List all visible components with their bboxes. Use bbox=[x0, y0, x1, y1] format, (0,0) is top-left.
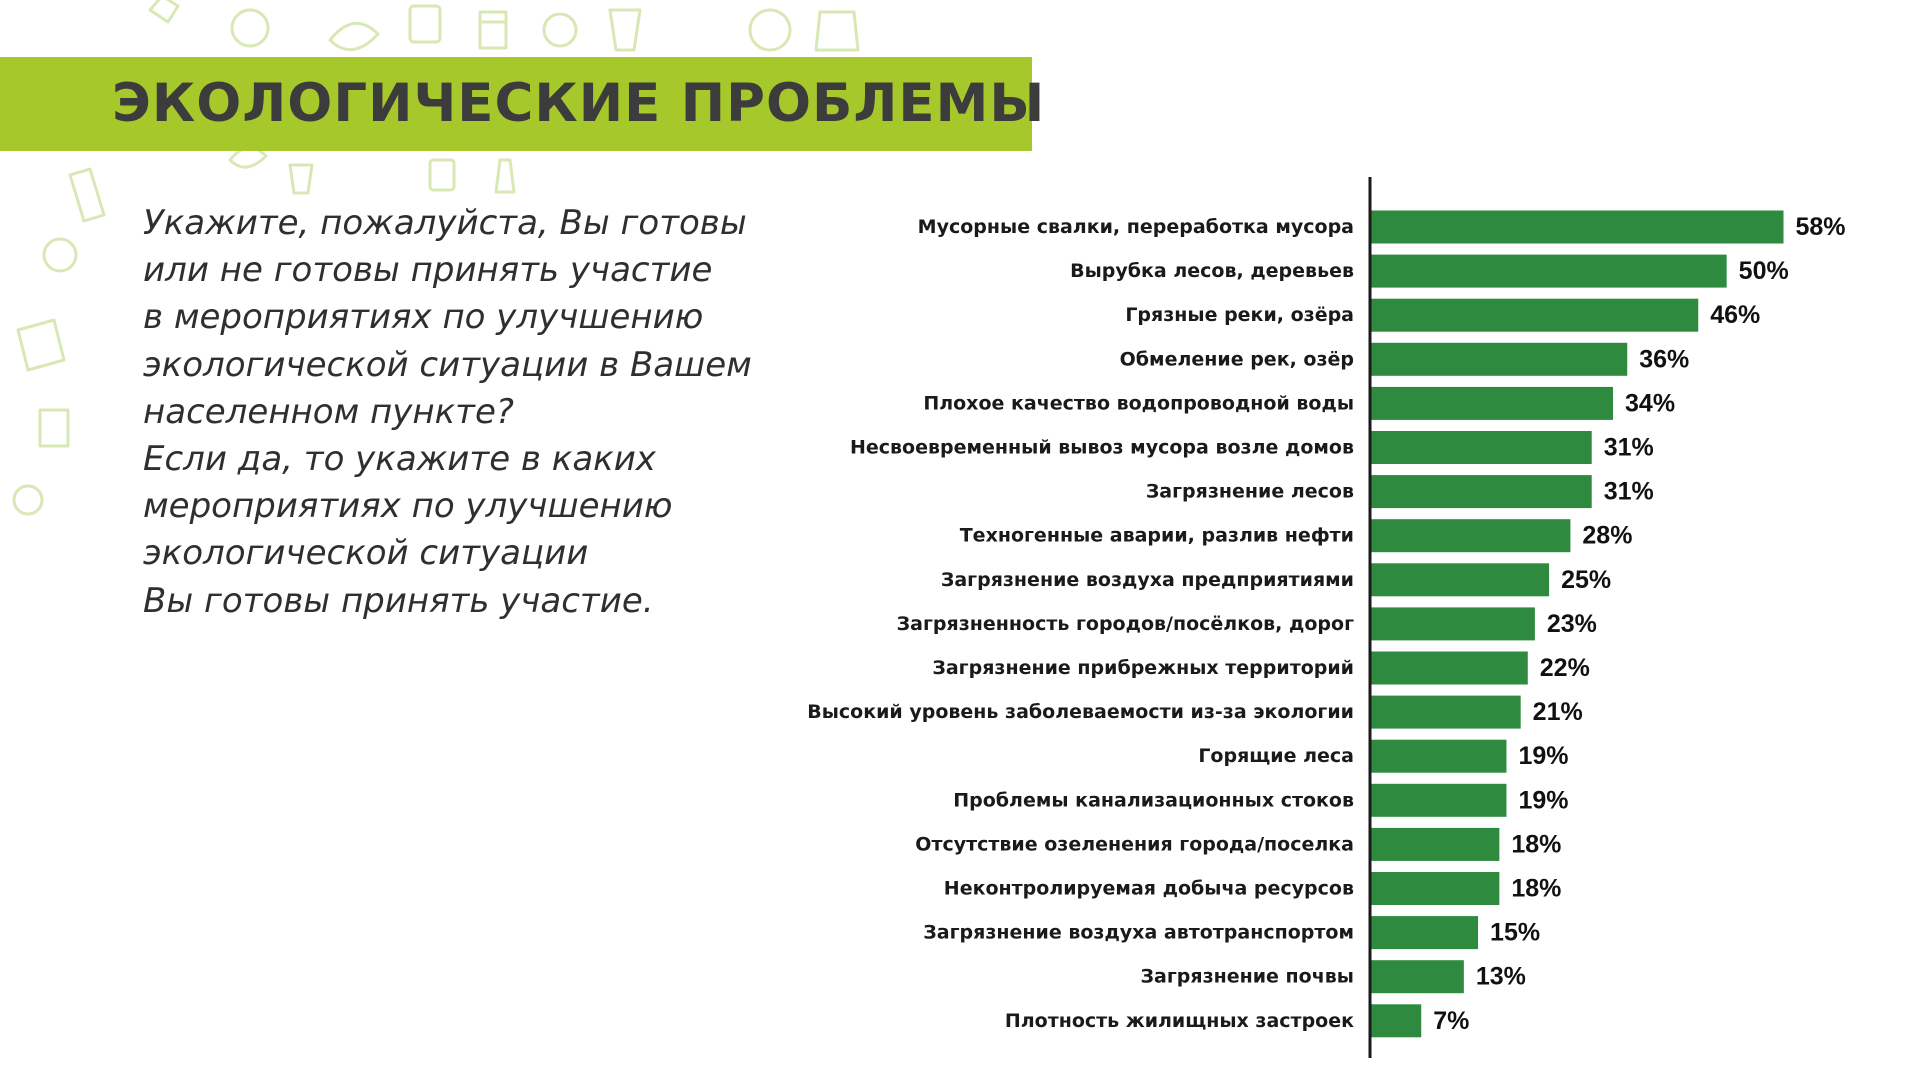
category-label: Обмеление рек, озёр bbox=[1120, 348, 1354, 370]
bar bbox=[1371, 386, 1614, 420]
bar bbox=[1371, 1004, 1422, 1038]
category-label: Плохое качество водопроводной воды bbox=[923, 392, 1354, 414]
bar bbox=[1371, 872, 1500, 905]
recycle-doodle-icon bbox=[542, 12, 578, 48]
bar bbox=[1371, 431, 1592, 464]
value-label: 46% bbox=[1710, 301, 1760, 329]
bar bbox=[1371, 695, 1521, 729]
eco-doodle-background bbox=[12, 0, 860, 516]
bar bbox=[1371, 519, 1571, 553]
apple-doodle-icon-2 bbox=[12, 484, 44, 516]
question-line: Вы готовы принять участие. bbox=[143, 580, 654, 621]
value-label: 23% bbox=[1547, 610, 1597, 638]
cup-doodle-icon bbox=[608, 8, 642, 52]
bottle-doodle-icon bbox=[148, 0, 180, 24]
box-doodle-icon bbox=[408, 4, 442, 44]
category-label: Техногенные аварии, разлив нефти bbox=[960, 525, 1354, 547]
value-label: 36% bbox=[1639, 345, 1689, 373]
bar bbox=[1371, 783, 1507, 817]
category-label: Отсутствие озеленения города/поселка bbox=[915, 833, 1354, 855]
bottle-doodle-icon-3 bbox=[494, 158, 516, 194]
globe-doodle-icon bbox=[230, 8, 270, 48]
value-label: 34% bbox=[1625, 389, 1675, 417]
jar-doodle-icon bbox=[38, 408, 70, 448]
value-label: 19% bbox=[1518, 742, 1568, 770]
category-label: Грязные реки, озёра bbox=[1125, 304, 1354, 326]
bottle-doodle-icon-2 bbox=[68, 167, 106, 223]
question-line: Укажите, пожалуйста, Вы готовы bbox=[143, 203, 747, 243]
question-line: мероприятиях по улучшению bbox=[143, 486, 673, 527]
value-label: 13% bbox=[1476, 963, 1526, 991]
category-label: Загрязненность городов/посёлков, дорог bbox=[897, 613, 1354, 635]
value-label: 21% bbox=[1533, 698, 1583, 726]
bar bbox=[1371, 298, 1699, 332]
category-label: Плотность жилищных застроек bbox=[1005, 1010, 1354, 1032]
value-label: 31% bbox=[1604, 478, 1654, 506]
box-doodle-icon-2 bbox=[16, 318, 66, 372]
category-label: Вырубка лесов, деревьев bbox=[1070, 260, 1354, 282]
category-label: Несвоевременный вывоз мусора возле домов bbox=[850, 437, 1354, 459]
value-label: 58% bbox=[1796, 213, 1846, 241]
value-label: 15% bbox=[1490, 919, 1540, 947]
bag-doodle-icon bbox=[814, 10, 860, 52]
bar bbox=[1371, 739, 1507, 773]
question-line: экологической ситуации bbox=[143, 533, 589, 574]
value-label: 25% bbox=[1561, 566, 1611, 594]
bar bbox=[1371, 475, 1592, 509]
category-label: Загрязнение воздуха предприятиями bbox=[941, 569, 1354, 591]
category-label: Загрязнение лесов bbox=[1146, 481, 1354, 503]
bar bbox=[1371, 254, 1727, 288]
bar bbox=[1371, 651, 1528, 685]
bar bbox=[1371, 342, 1628, 376]
cup-doodle-icon-2 bbox=[288, 163, 314, 195]
value-label: 18% bbox=[1511, 875, 1561, 903]
question-line: экологической ситуации в Вашем bbox=[143, 344, 752, 385]
category-label: Загрязнение почвы bbox=[1141, 966, 1354, 988]
bar bbox=[1371, 827, 1500, 861]
page-title: ЭКОЛОГИЧЕСКИЕ ПРОБЛЕМЫ bbox=[112, 73, 1046, 134]
category-label: Горящие леса bbox=[1198, 745, 1354, 767]
can-doodle-icon bbox=[478, 10, 508, 50]
title-banner: ЭКОЛОГИЧЕСКИЕ ПРОБЛЕМЫ bbox=[0, 57, 1044, 151]
category-label: Проблемы канализационных стоков bbox=[953, 789, 1354, 811]
value-label: 19% bbox=[1518, 786, 1568, 814]
category-label: Загрязнение воздуха автотранспортом bbox=[923, 922, 1354, 944]
value-label: 22% bbox=[1540, 654, 1590, 682]
question-line: Если да, то укажите в каких bbox=[143, 439, 656, 480]
value-label: 31% bbox=[1604, 434, 1654, 462]
survey-question: Укажите, пожалуйста, Вы готовы или не гот… bbox=[143, 200, 843, 625]
category-label: Высокий уровень заболеваемости из-за эко… bbox=[807, 701, 1354, 723]
question-line: в мероприятиях по улучшению bbox=[143, 297, 704, 338]
bar bbox=[1371, 563, 1550, 597]
question-line: населенном пункте? bbox=[143, 391, 514, 432]
category-label: Загрязнение прибрежных территорий bbox=[932, 657, 1354, 679]
box-doodle-icon-3 bbox=[428, 158, 456, 192]
value-label: 28% bbox=[1582, 522, 1632, 550]
value-label: 18% bbox=[1511, 830, 1561, 858]
bar bbox=[1371, 607, 1535, 641]
value-label: 7% bbox=[1433, 1007, 1469, 1035]
value-label: 50% bbox=[1739, 257, 1789, 285]
question-line: или не готовы принять участие bbox=[143, 250, 713, 291]
category-label: Неконтролируемая добыча ресурсов bbox=[944, 878, 1354, 900]
globe-doodle-icon-2 bbox=[748, 8, 792, 52]
bar bbox=[1371, 960, 1464, 994]
category-label: Мусорные свалки, переработка мусора bbox=[918, 216, 1354, 238]
leaf-doodle-icon bbox=[328, 21, 380, 51]
bar bbox=[1371, 210, 1784, 244]
apple-doodle-icon bbox=[42, 237, 78, 273]
bar bbox=[1371, 916, 1479, 950]
